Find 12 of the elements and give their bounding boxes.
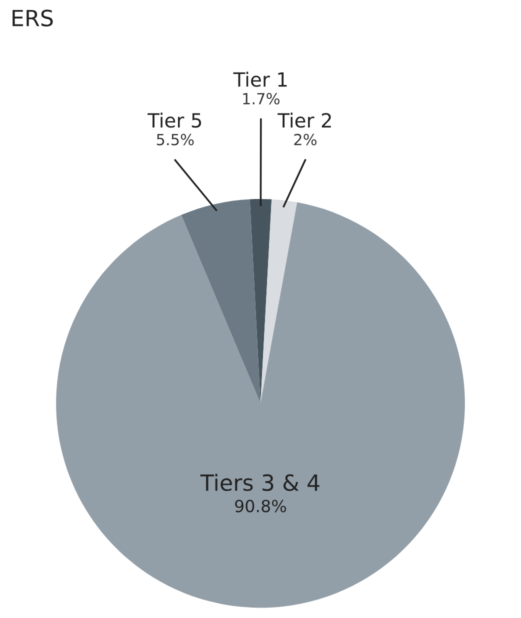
data-label: 1.7% [243,92,280,104]
pie-slice [260,199,298,404]
pie-slice [181,199,260,404]
slice-label: Tier 2 [278,112,331,128]
chart-title: ERS [12,10,53,26]
pie-slice [56,202,465,608]
data-label: 90.8% [235,500,286,512]
data-label: 2% [294,134,317,146]
slice-label: Tier 1 [233,72,287,87]
slice-label: Tier 5 [148,112,202,128]
slice-label: Tiers 3 & 4 [200,474,320,492]
data-label: 5.5% [156,134,194,146]
